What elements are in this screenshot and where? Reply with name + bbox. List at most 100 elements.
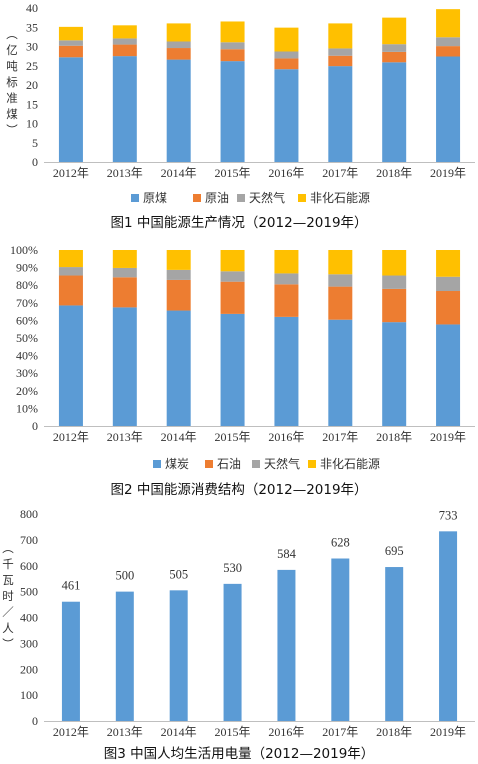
data-label: 695	[385, 544, 404, 558]
y-tick-label: 0	[32, 714, 38, 728]
bar-segment-1	[223, 583, 242, 721]
x-tick-label: 2012年	[53, 725, 89, 739]
legend-label: 非化石能源	[320, 457, 380, 471]
x-tick-label: 2017年	[322, 166, 358, 180]
bar-segment-4	[166, 23, 191, 42]
x-tick-label: 2014年	[161, 725, 197, 739]
x-tick-label: 2013年	[107, 430, 143, 444]
x-tick-label: 2015年	[215, 430, 251, 444]
bar-segment-2	[112, 277, 137, 308]
bar-segment-3	[112, 267, 137, 278]
bar-segment-3	[274, 273, 299, 285]
chart-3: 0 100 200 300 400 500 600 700 800 2012年 2013年 2014年…	[2, 507, 475, 762]
bar-segment-2	[328, 286, 353, 320]
x-tick-label: 2016年	[268, 725, 304, 739]
x-tick-label: 2016年	[268, 166, 304, 180]
y-tick-label: 10%	[16, 401, 38, 415]
bar-segment-1	[58, 57, 83, 162]
bar-segment-2	[58, 45, 83, 58]
bar-segment-1	[274, 69, 299, 162]
bar-segment-4	[274, 27, 299, 52]
bar-segment-1	[382, 322, 407, 426]
data-labels: 461 500 505 530 584 628 695 733	[62, 508, 458, 592]
x-tick-label: 2018年	[376, 725, 412, 739]
y-tick-label: 90%	[16, 261, 38, 275]
y-tick-label: 80%	[16, 278, 38, 292]
bar-segment-3	[436, 37, 461, 47]
y-tick-label: 25	[26, 59, 38, 73]
legend-swatch	[308, 460, 316, 468]
legend-label: 非化石能源	[310, 191, 370, 205]
y-tick-label: 100	[20, 688, 38, 702]
x-tick-label: 2016年	[268, 430, 304, 444]
y-tick-label: 400	[20, 611, 38, 625]
bar-segment-4	[436, 250, 461, 277]
bar-segment-3	[274, 51, 299, 59]
y-tick-label: 5	[32, 136, 38, 150]
bar-segment-4	[382, 17, 407, 45]
bar-segment-1	[112, 56, 137, 162]
x-axis-tick-labels: 2012年 2013年 2014年 2015年 2016年 2017年 2018年 2019年	[53, 430, 466, 444]
x-tick-label: 2015年	[215, 725, 251, 739]
bar-segment-2	[166, 48, 191, 60]
y-tick-label: 700	[20, 533, 38, 547]
bar-segment-1	[61, 601, 80, 721]
y-tick-label: 0	[32, 155, 38, 169]
bar-segment-1	[385, 567, 404, 721]
bar-segment-2	[436, 291, 461, 325]
x-tick-label: 2012年	[53, 166, 89, 180]
bar-segment-1	[220, 313, 245, 426]
chart-2: 010%20%30%40%50%60%70%80%90%100%2012年 201…	[10, 243, 475, 498]
bar-segment-1	[166, 59, 191, 163]
bar-segment-2	[436, 46, 461, 57]
bar-segment-4	[112, 250, 137, 268]
y-tick-label: 500	[20, 585, 38, 599]
legend-label: 煤炭	[165, 457, 189, 471]
bar-segment-4	[166, 250, 191, 270]
bar-segment-2	[274, 58, 299, 70]
bar-segment-3	[112, 38, 137, 45]
y-tick-label: 30	[26, 40, 38, 54]
bars	[61, 531, 458, 721]
bar-segment-1	[220, 61, 245, 162]
bar-segment-4	[112, 25, 137, 39]
y-tick-label: 20%	[16, 384, 38, 398]
y-tick-label: 60%	[16, 313, 38, 327]
bar-segment-4	[436, 9, 461, 38]
x-tick-label: 2017年	[322, 430, 358, 444]
bar-segment-2	[328, 55, 353, 67]
bar-segment-4	[382, 250, 407, 276]
legend-swatch	[131, 194, 139, 202]
y-tick-label: 50%	[16, 331, 38, 345]
bar-segment-1	[436, 324, 461, 426]
y-tick-label: 100%	[10, 243, 38, 257]
bar-segment-1	[328, 319, 353, 426]
bar-segment-3	[328, 274, 353, 287]
x-tick-label: 2015年	[215, 166, 251, 180]
x-tick-label: 2019年	[430, 430, 466, 444]
legend-swatch	[205, 460, 213, 468]
x-tick-label: 2013年	[107, 166, 143, 180]
legend-swatch	[193, 194, 201, 202]
legend-label: 原煤	[143, 191, 167, 205]
bar-segment-4	[274, 250, 299, 274]
y-tick-label: 15	[26, 97, 38, 111]
y-axis-tick-labels: 0 10% 20% 30% 40% 50% 60% 70% 80% 90% 100%	[10, 243, 38, 433]
y-tick-label: 35	[26, 20, 38, 34]
y-axis-label: ︵亿吨标准煤︶	[6, 27, 18, 137]
bar-segment-1	[169, 590, 188, 721]
legend: 原煤 原油 天然气 非化石能源	[131, 190, 370, 205]
bar-segment-3	[166, 269, 191, 280]
bar-segment-2	[166, 279, 191, 311]
y-tick-label: 800	[20, 507, 38, 521]
x-tick-label: 2014年	[161, 430, 197, 444]
x-tick-label: 2014年	[161, 166, 197, 180]
legend-label: 天然气	[264, 456, 300, 471]
bar-segment-1	[436, 56, 461, 163]
y-tick-label: 20	[26, 78, 38, 92]
y-tick-label: 600	[20, 559, 38, 573]
bars	[58, 9, 461, 163]
legend-label: 天然气	[249, 190, 285, 205]
bar-segment-2	[58, 275, 83, 306]
data-label: 733	[439, 508, 458, 522]
